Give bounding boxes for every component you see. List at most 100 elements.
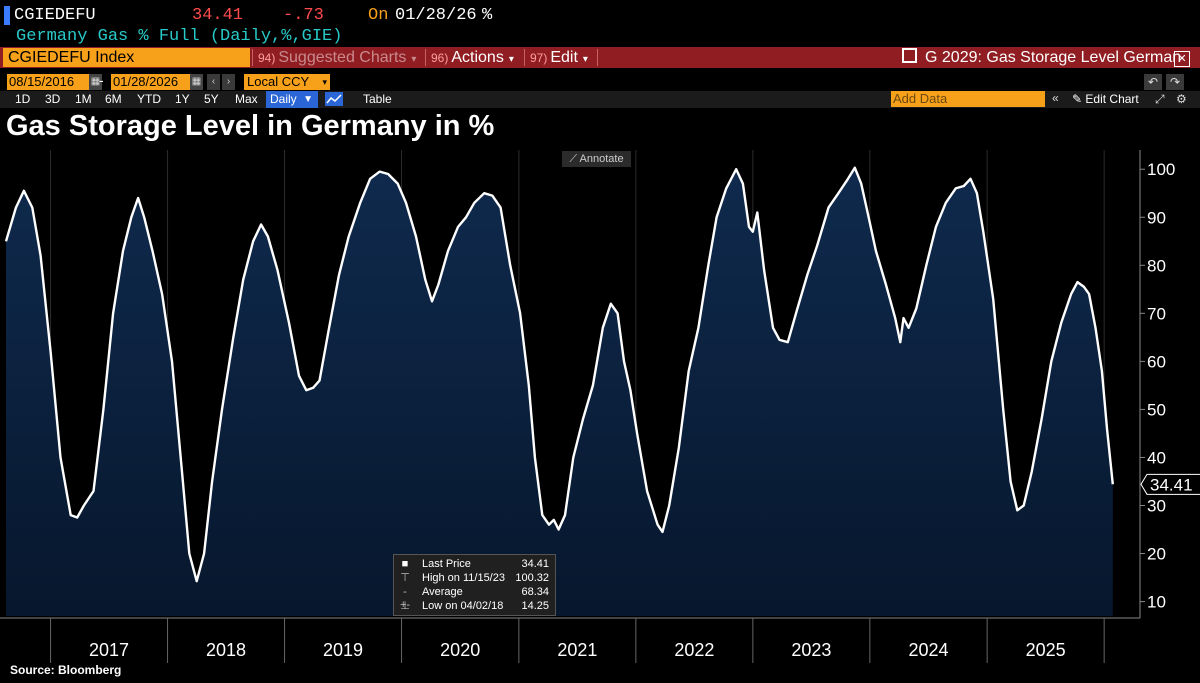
edit-number: 97): [530, 51, 548, 65]
close-icon[interactable]: ✕: [1174, 47, 1190, 68]
chevron-right-icon[interactable]: ›: [222, 74, 235, 90]
menu-divider: [524, 49, 525, 66]
undo-icon[interactable]: ↶: [1144, 74, 1162, 90]
y-tick-label: 90: [1147, 208, 1166, 227]
chevron-down-icon: ▼: [303, 94, 313, 105]
pencil-icon: ✎: [1072, 92, 1086, 106]
unit-label: %: [482, 6, 493, 25]
chevron-left-icon[interactable]: ‹: [207, 74, 220, 90]
period-1y[interactable]: 1Y: [175, 92, 190, 106]
calendar-icon[interactable]: ▦: [190, 74, 203, 90]
y-tick-label: 70: [1147, 304, 1166, 323]
edit-label: Edit: [550, 49, 578, 66]
low-marker-icon: ⊥: [400, 600, 410, 612]
add-data-input[interactable]: Add Data: [891, 91, 1045, 107]
currency-label: Local CCY: [247, 74, 310, 89]
suggested-charts-label: Suggested Charts: [278, 49, 407, 66]
legend-average-row: -+- Average 68.34: [394, 586, 555, 611]
menu-divider: [252, 49, 253, 66]
period-3d[interactable]: 3D: [45, 92, 61, 106]
chevron-down-icon: ▾: [508, 54, 514, 65]
y-tick-label: 80: [1147, 256, 1166, 275]
average-marker-icon: -+-: [400, 586, 411, 611]
chevron-down-icon: ▾: [411, 54, 417, 65]
series-area: [6, 167, 1113, 616]
legend-low-row: ⊥ Low on 04/02/18 14.25: [394, 600, 555, 613]
ticker-symbol[interactable]: CGIEDEFU: [14, 6, 96, 25]
x-tick-label: 2019: [323, 640, 363, 660]
period-max[interactable]: Max: [235, 92, 258, 106]
x-tick-label: 2021: [557, 640, 597, 660]
legend-high-row: ⊤ High on 11/15/23 100.32: [394, 572, 555, 585]
suggested-charts-number: 94): [258, 51, 276, 65]
table-button[interactable]: Table: [363, 92, 392, 106]
period-1d[interactable]: 1D: [15, 92, 31, 106]
y-tick-label: 10: [1147, 593, 1166, 612]
x-tick-label: 2017: [89, 640, 129, 660]
security-description: Germany Gas % Full (Daily,%,GIE): [16, 27, 343, 46]
period-6m[interactable]: 6M: [105, 92, 122, 106]
x-tick-label: 2023: [791, 640, 831, 660]
security-index-field[interactable]: CGIEDEFU Index: [3, 48, 250, 67]
y-tick-label: 60: [1147, 352, 1166, 371]
double-chevron-left-icon[interactable]: «: [1052, 91, 1059, 105]
legend-last-price-row: ■ Last Price 34.41: [394, 558, 555, 571]
pencil-icon: ⟋: [569, 153, 580, 165]
actions-number: 96): [431, 51, 449, 65]
x-tick-label: 2025: [1026, 640, 1066, 660]
chevron-down-icon: ▾: [322, 77, 327, 87]
calendar-icon[interactable]: ▦: [89, 74, 102, 90]
legend-low-label: Low on 04/02/18: [422, 600, 504, 612]
legend-high-value: 100.32: [515, 572, 549, 584]
annotate-button[interactable]: ⟋ Annotate: [562, 151, 631, 167]
frequency-label: Daily: [270, 92, 297, 106]
last-price-value: 34.41: [192, 6, 244, 25]
chart-code-link[interactable]: G 2029: Gas Storage Level German: [902, 47, 1181, 68]
legend-high-label: High on 11/15/23: [422, 572, 505, 584]
period-ytd[interactable]: YTD: [137, 92, 161, 106]
last-value-tag: [1140, 473, 1200, 495]
y-tick-label: 30: [1147, 497, 1166, 516]
period-5y[interactable]: 5Y: [204, 92, 219, 106]
x-tick-label: 2018: [206, 640, 246, 660]
edit-chart-button[interactable]: ✎ Edit Chart: [1072, 91, 1139, 108]
chart-legend: ■ Last Price 34.41 ⊤ High on 11/15/23 10…: [393, 554, 556, 616]
period-1m[interactable]: 1M: [75, 92, 92, 106]
external-link-icon: [902, 48, 917, 63]
date-range-dash: -: [99, 72, 104, 88]
legend-last-price-label: Last Price: [422, 558, 471, 570]
actions-menu[interactable]: 96) Actions ▾: [431, 47, 514, 68]
legend-last-price-value: 34.41: [521, 558, 549, 570]
x-tick-label: 2020: [440, 640, 480, 660]
price-change-value: -.73: [283, 6, 324, 25]
chart-area[interactable]: 10 20 30 40 50 60 70 80 90 100 2017 2018 2019 2020 202…: [0, 150, 1200, 663]
currency-select[interactable]: Local CCY ▾: [244, 74, 330, 90]
redo-icon[interactable]: ↷: [1166, 74, 1184, 90]
x-tick-label: 2024: [908, 640, 948, 660]
y-tick-label: 20: [1147, 545, 1166, 564]
chevron-down-icon: ▾: [582, 54, 588, 65]
ticker-marker: [4, 6, 10, 25]
gear-icon[interactable]: ⚙: [1176, 92, 1187, 106]
x-tick-label: 2022: [674, 640, 714, 660]
series-line: [4, 166, 1114, 583]
end-date-input[interactable]: 01/28/2026: [111, 74, 190, 90]
chart-tool-icon[interactable]: ⤢: [1155, 92, 1165, 106]
menu-divider: [597, 49, 598, 66]
line-chart-icon[interactable]: [325, 92, 343, 106]
edit-chart-label: Edit Chart: [1085, 92, 1139, 106]
high-marker-icon: ⊤: [400, 572, 410, 584]
quote-date: 01/28/26: [395, 6, 477, 25]
y-tick-label: 100: [1147, 160, 1175, 179]
suggested-charts-menu[interactable]: 94) Suggested Charts ▾: [258, 47, 416, 68]
source-note: Source: Bloomberg: [10, 663, 122, 677]
menu-bar: CGIEDEFU Index 94) Suggested Charts ▾ 96) A…: [0, 47, 1200, 68]
on-label: On: [368, 6, 389, 25]
menu-divider: [425, 49, 426, 66]
edit-menu[interactable]: 97) Edit ▾: [530, 47, 588, 68]
frequency-select[interactable]: Daily ▼: [266, 91, 318, 108]
chart-title: Gas Storage Level in Germany in %: [6, 110, 495, 142]
legend-average-value: 68.34: [521, 586, 549, 598]
y-tick-label: 40: [1147, 448, 1166, 467]
start-date-input[interactable]: 08/15/2016: [7, 74, 89, 90]
